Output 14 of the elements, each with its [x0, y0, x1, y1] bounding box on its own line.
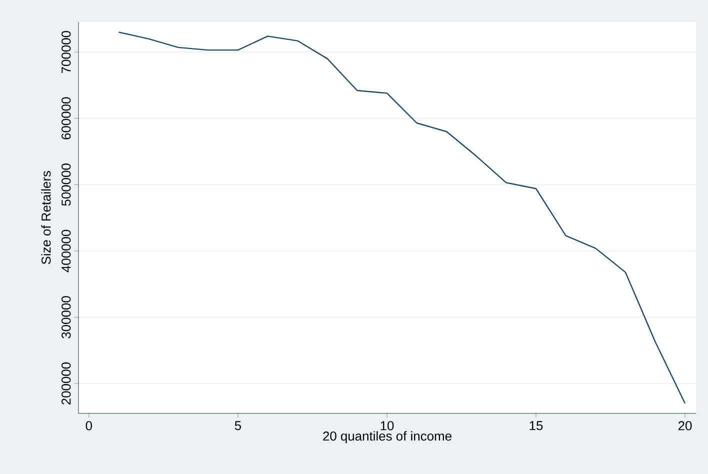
y-tick-label: 700000 [62, 30, 71, 73]
y-tick-label: 200000 [62, 362, 71, 404]
x-tick-label: 10 [380, 421, 394, 430]
y-axis-title: Size of Retailers [41, 170, 51, 264]
x-axis-title: 20 quantiles of income [323, 431, 452, 444]
line-series [118, 32, 686, 404]
y-tick-label: 600000 [62, 97, 71, 140]
x-tick-label: 0 [86, 421, 92, 430]
y-tick-label: 400000 [62, 230, 71, 272]
x-tick-label: 5 [234, 421, 241, 430]
x-tick-label: 15 [530, 421, 543, 430]
x-tick-label: 20 [678, 421, 692, 430]
y-tick-label: 500000 [62, 163, 71, 206]
y-tick-label: 300000 [62, 296, 71, 338]
